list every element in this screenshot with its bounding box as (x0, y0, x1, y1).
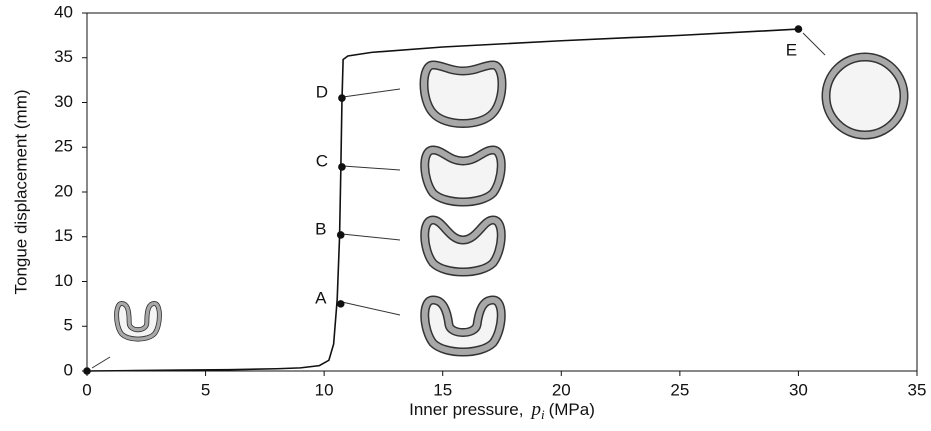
x-tick-label: 35 (908, 380, 927, 399)
x-tick-label: 15 (433, 380, 452, 399)
leader-line (802, 32, 826, 56)
shape-d (419, 60, 507, 128)
leader-line (342, 165, 401, 171)
leader-line (341, 301, 401, 316)
x-label-sub: i (541, 407, 545, 422)
point (794, 25, 803, 33)
point-label: E (786, 41, 797, 60)
x-tick-label: 20 (552, 380, 571, 399)
curve (86, 28, 799, 372)
x-label-unit: (MPa) (549, 400, 595, 419)
leader-lines (91, 32, 826, 369)
x-tick-label: 5 (201, 380, 210, 399)
shape-a (420, 295, 506, 357)
x-tick-label: 0 (82, 380, 91, 399)
point (336, 300, 345, 308)
point-label: D (316, 83, 328, 102)
point (338, 163, 346, 171)
shape-initial (114, 301, 162, 342)
y-tick-label: 15 (54, 226, 73, 245)
y-tick-label: 20 (54, 181, 73, 200)
shape-e (821, 52, 909, 140)
point (338, 94, 346, 102)
y-tick-label: 5 (64, 316, 73, 335)
point (83, 367, 91, 375)
x-axis-label: Inner pressure, pi (MPa) (409, 399, 595, 422)
cross-sections (114, 52, 909, 357)
point-label: C (316, 151, 328, 170)
point-label: B (315, 219, 326, 238)
x-tick-label: 25 (670, 380, 689, 399)
point (336, 231, 345, 239)
x-tick-label: 30 (789, 380, 808, 399)
x-label-prefix: Inner pressure, (409, 400, 523, 419)
y-tick-label: 25 (54, 137, 73, 156)
leader-line (341, 233, 401, 241)
y-tick-label: 40 (54, 2, 73, 21)
leader-line (91, 356, 111, 369)
shape-b (420, 215, 506, 277)
y-tick-label: 10 (54, 271, 73, 290)
leader-line (342, 88, 401, 98)
y-tick-label: 30 (54, 92, 73, 111)
x-tick-label: 10 (315, 380, 334, 399)
point-label: A (315, 288, 327, 307)
y-tick-label: 35 (54, 47, 73, 66)
shape-c (420, 145, 506, 207)
x-label-var: p (529, 399, 541, 420)
y-axis-label: Tongue displacement (mm) (11, 89, 30, 294)
y-tick-label: 0 (64, 360, 73, 379)
